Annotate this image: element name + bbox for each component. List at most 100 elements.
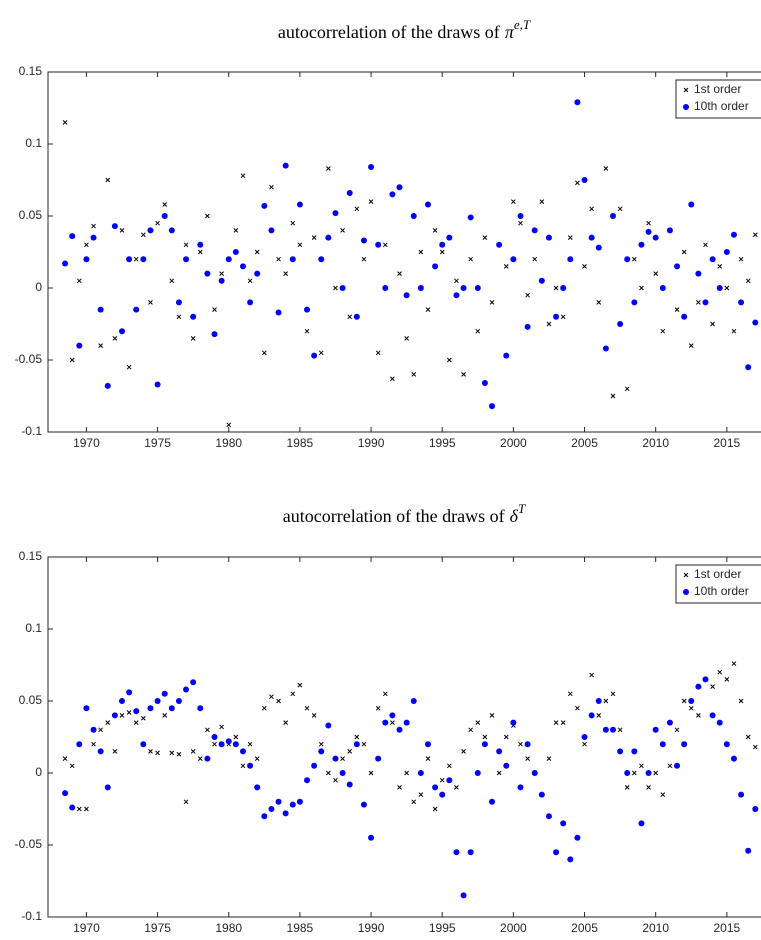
point (454, 278, 459, 284)
legend-marker (683, 104, 689, 110)
point (353, 741, 360, 748)
point (283, 720, 289, 725)
point (140, 232, 146, 238)
point (745, 734, 751, 740)
point (112, 749, 118, 754)
x-tick-label: 1995 (429, 921, 456, 935)
point (525, 756, 530, 761)
point (140, 741, 147, 748)
point (503, 264, 509, 269)
point (539, 199, 545, 204)
point (510, 256, 517, 263)
point (119, 698, 126, 704)
point (332, 755, 339, 762)
point (411, 372, 417, 377)
point (83, 705, 90, 712)
subplot: autocorrelation of the draws of πe,T -0.1 -… (15, 17, 761, 450)
point (695, 683, 702, 690)
point (140, 715, 146, 721)
point (268, 806, 275, 812)
point (69, 357, 75, 363)
point (588, 234, 595, 241)
point (496, 748, 503, 755)
point (503, 762, 510, 769)
point (460, 892, 467, 899)
point (261, 350, 267, 356)
point (375, 241, 382, 248)
point (517, 213, 524, 219)
point (453, 849, 460, 856)
point (639, 763, 644, 769)
point (133, 306, 140, 313)
point (83, 256, 90, 263)
point (326, 770, 331, 776)
point (84, 806, 89, 812)
point (582, 741, 587, 747)
point (446, 763, 452, 769)
point (91, 741, 96, 747)
point (589, 206, 594, 212)
point (518, 220, 523, 226)
point (723, 249, 730, 255)
title-superscript: e,T (514, 17, 531, 32)
point (375, 755, 382, 762)
point (104, 784, 111, 791)
point (624, 770, 631, 776)
point (461, 749, 466, 754)
point (197, 756, 203, 761)
point (168, 705, 175, 712)
x-tick-label: 2005 (571, 921, 598, 935)
point (666, 719, 673, 726)
point (233, 734, 239, 740)
chart-title: autocorrelation of the draws of πe,T (278, 17, 531, 42)
point (496, 770, 502, 776)
point (674, 263, 681, 270)
point (688, 343, 694, 348)
point (111, 712, 118, 719)
point (325, 722, 332, 729)
point (659, 741, 666, 748)
y-tick-label: 0 (35, 280, 42, 294)
point (489, 300, 495, 305)
point (546, 321, 552, 327)
x-tick-label: 1985 (287, 921, 314, 935)
point (62, 260, 69, 267)
point (474, 770, 481, 776)
point (417, 770, 424, 776)
point (382, 691, 388, 697)
point (532, 256, 538, 262)
point (269, 694, 274, 700)
point (674, 762, 681, 769)
y-tick-label: 0.15 (19, 549, 43, 563)
point (645, 228, 652, 235)
point (268, 227, 275, 234)
y-tick-label: -0.05 (15, 352, 43, 366)
point (154, 381, 161, 388)
point (360, 237, 367, 244)
x-tick-label: 1980 (215, 921, 242, 935)
point (304, 328, 310, 334)
point (531, 227, 538, 234)
legend-label: 1st order (694, 82, 741, 96)
point (511, 199, 516, 204)
point (610, 393, 616, 399)
point (190, 336, 196, 341)
point (446, 777, 453, 784)
x-tick-label: 2015 (713, 436, 740, 450)
axes-box (47, 71, 761, 433)
point (133, 256, 139, 262)
point (424, 201, 431, 208)
point (575, 180, 580, 186)
point (453, 292, 460, 299)
point (283, 271, 289, 276)
y-tick-label: 0.1 (25, 136, 42, 150)
point (624, 256, 631, 263)
point (467, 214, 474, 221)
point (205, 213, 210, 219)
point (738, 299, 745, 306)
point (69, 804, 76, 811)
point (326, 166, 331, 171)
point (183, 686, 190, 693)
point (190, 749, 196, 754)
